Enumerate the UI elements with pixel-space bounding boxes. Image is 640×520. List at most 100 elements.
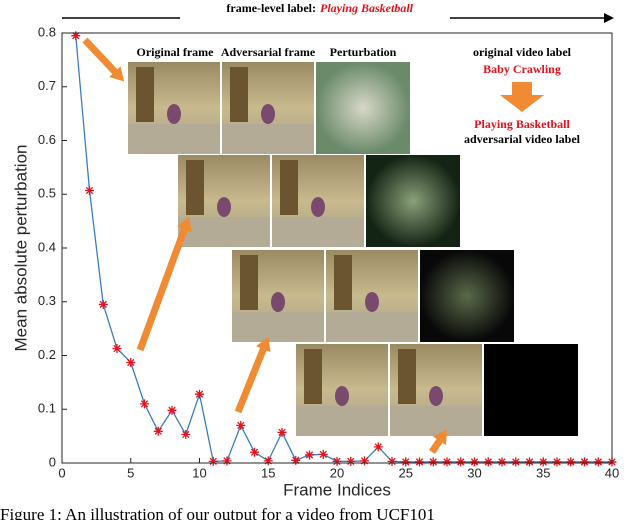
baby bbox=[429, 386, 443, 406]
note-label: Baby Crawling bbox=[483, 62, 561, 76]
door bbox=[230, 67, 248, 122]
floor bbox=[232, 312, 324, 342]
x-axis-title: Frame Indices bbox=[283, 480, 391, 499]
header-arrowhead bbox=[604, 13, 614, 23]
data-point bbox=[401, 457, 411, 467]
pointer-arrow bbox=[234, 343, 269, 414]
y-tick-label: 0.5 bbox=[38, 186, 56, 201]
data-point bbox=[497, 457, 507, 467]
data-point bbox=[593, 457, 603, 467]
header-value: Playing Basketball bbox=[320, 1, 414, 15]
note-text: original video label bbox=[473, 45, 572, 59]
door bbox=[186, 160, 204, 215]
data-line bbox=[75, 35, 612, 463]
column-title: Perturbation bbox=[330, 45, 397, 59]
data-point bbox=[566, 457, 576, 467]
x-tick-label: 0 bbox=[58, 465, 65, 480]
perturbation-image bbox=[484, 344, 578, 436]
pointer-arrowhead bbox=[256, 336, 271, 353]
perturbation-image bbox=[420, 250, 514, 342]
data-point bbox=[277, 427, 287, 437]
baby bbox=[365, 292, 379, 312]
data-point bbox=[181, 430, 191, 440]
column-title: Adversarial frame bbox=[221, 45, 316, 59]
data-point bbox=[580, 457, 589, 467]
x-tick-label: 15 bbox=[261, 465, 275, 480]
door bbox=[304, 349, 322, 404]
x-tick-label: 20 bbox=[330, 465, 344, 480]
x-tick-label: 40 bbox=[605, 465, 619, 480]
data-point bbox=[470, 457, 479, 467]
data-point bbox=[415, 457, 424, 467]
data-point bbox=[525, 457, 534, 467]
floor bbox=[272, 217, 364, 247]
baby bbox=[311, 197, 325, 217]
y-tick-label: 0.7 bbox=[38, 78, 56, 93]
floor bbox=[178, 217, 270, 247]
data-point bbox=[263, 456, 273, 466]
data-point bbox=[360, 456, 369, 466]
data-point bbox=[112, 344, 122, 354]
data-point bbox=[126, 357, 136, 367]
note-text: adversarial video label bbox=[464, 132, 581, 146]
data-point bbox=[442, 457, 452, 467]
x-tick-label: 5 bbox=[127, 465, 134, 480]
door bbox=[398, 349, 416, 404]
baby bbox=[271, 292, 285, 312]
x-tick-label: 30 bbox=[467, 465, 481, 480]
data-point bbox=[250, 447, 259, 457]
data-point bbox=[552, 457, 562, 467]
plot-frame bbox=[61, 32, 613, 464]
floor bbox=[222, 124, 314, 154]
pointer-arrow bbox=[82, 37, 121, 78]
data-point bbox=[318, 449, 328, 459]
perturbation-image bbox=[316, 62, 410, 154]
y-tick-label: 0.6 bbox=[38, 132, 56, 147]
data-point bbox=[236, 420, 246, 430]
data-point bbox=[208, 456, 218, 466]
door bbox=[136, 67, 154, 122]
y-tick-label: 0.2 bbox=[38, 347, 56, 362]
data-point bbox=[153, 426, 163, 436]
floor bbox=[390, 406, 482, 436]
pointer-arrow bbox=[136, 223, 190, 352]
y-tick-label: 0 bbox=[49, 454, 56, 469]
data-point bbox=[387, 456, 397, 466]
baby bbox=[335, 386, 349, 406]
pointer-arrowhead bbox=[433, 429, 447, 446]
thumbnails bbox=[82, 37, 578, 454]
pointer-arrowhead bbox=[177, 216, 192, 232]
floor bbox=[296, 406, 388, 436]
perturbation-image bbox=[366, 155, 460, 247]
data-point bbox=[511, 457, 521, 467]
floor bbox=[128, 124, 220, 154]
data-point bbox=[483, 457, 493, 467]
data-point bbox=[71, 31, 81, 41]
data-point bbox=[428, 457, 438, 467]
baby bbox=[167, 104, 181, 124]
pointer-arrowhead bbox=[109, 66, 125, 82]
caption: Figure 1: An illustration of our output … bbox=[0, 505, 435, 520]
column-title: Original frame bbox=[137, 45, 215, 59]
baby bbox=[217, 197, 231, 217]
y-tick-label: 0.3 bbox=[38, 293, 56, 308]
header-bg bbox=[180, 8, 450, 26]
x-tick-label: 10 bbox=[192, 465, 206, 480]
y-axis-title: Mean absolute perturbation bbox=[11, 145, 30, 352]
door bbox=[280, 160, 298, 215]
data-point bbox=[373, 442, 383, 452]
y-tick-label: 0.4 bbox=[38, 239, 56, 254]
data-point bbox=[291, 455, 301, 465]
floor bbox=[326, 312, 418, 342]
data-point bbox=[332, 456, 342, 466]
data-point bbox=[538, 457, 548, 467]
data-point bbox=[222, 456, 232, 466]
baby bbox=[261, 104, 275, 124]
header-label: frame-level label: bbox=[226, 1, 316, 15]
y-tick-label: 0.1 bbox=[38, 401, 56, 416]
data-point bbox=[85, 185, 94, 195]
data-point bbox=[195, 389, 204, 399]
door bbox=[334, 255, 352, 310]
data-point bbox=[346, 456, 356, 466]
